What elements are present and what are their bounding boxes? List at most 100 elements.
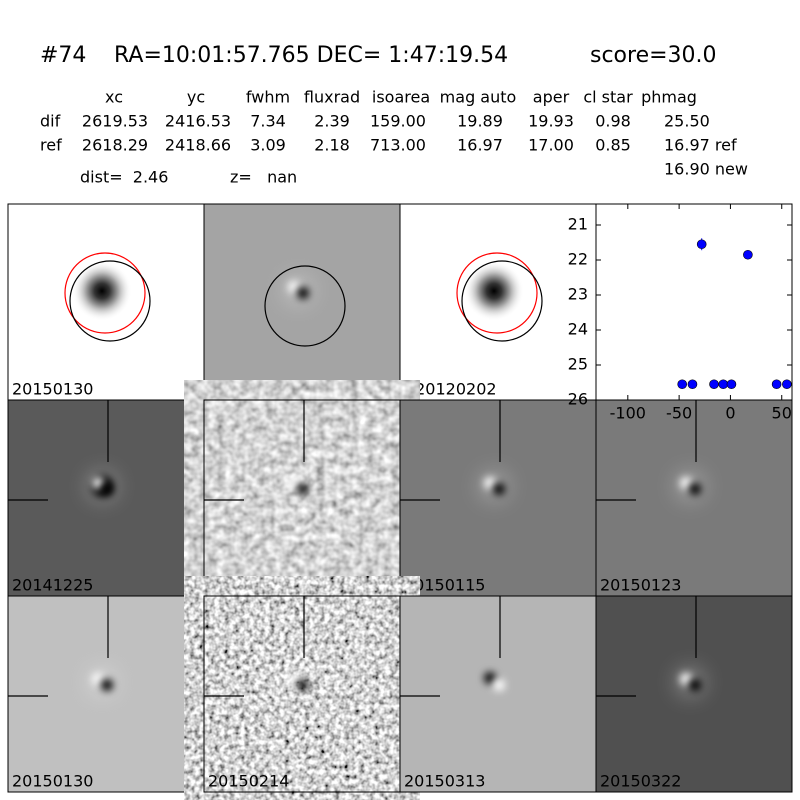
- data-point: [743, 249, 753, 260]
- cell: 2416.53: [165, 112, 231, 131]
- image-panel: 20150130: [7, 595, 205, 793]
- column-header: fwhm: [246, 88, 290, 107]
- panel-label: 20141225: [12, 576, 93, 595]
- cell: 19.93: [528, 112, 574, 131]
- image-panel: 20150115: [399, 399, 597, 597]
- cell: 16.97 ref: [664, 136, 737, 155]
- object-id: #74: [40, 43, 86, 68]
- panel-label: 20150130: [12, 772, 93, 791]
- residual-pos: [288, 673, 300, 685]
- cell: 3.09: [250, 136, 286, 155]
- x-tick-label: 0: [725, 404, 735, 423]
- image-panel: -20120202: [203, 203, 401, 401]
- residual-neg: [297, 679, 309, 691]
- cell: 2618.29: [82, 136, 148, 155]
- cell: 2418.66: [165, 136, 231, 155]
- row-name: ref: [40, 136, 62, 155]
- image-panel: 20150103: [203, 399, 401, 597]
- residual-pos: [288, 477, 300, 489]
- residual-neg: [689, 483, 701, 495]
- data-point: [782, 379, 792, 390]
- aperture: [264, 265, 346, 347]
- panel-label: 20150123: [600, 576, 681, 595]
- cell: 2.39: [314, 112, 350, 131]
- cell: 7.34: [250, 112, 286, 131]
- panel-label: -20120202: [208, 380, 295, 399]
- data-point: [726, 379, 737, 390]
- cell: 0.85: [595, 136, 631, 155]
- image-panel: 20141225: [7, 399, 205, 597]
- source: [72, 261, 132, 321]
- source: [464, 261, 524, 321]
- residual-neg: [297, 287, 309, 299]
- residual-neg: [493, 483, 505, 495]
- panel-label: 20150115: [404, 576, 485, 595]
- residual-neg: [689, 679, 701, 691]
- data-point: [718, 379, 729, 390]
- residual-pos: [92, 673, 104, 685]
- image-panel: 20150322: [595, 595, 793, 793]
- panel-label: 20150214: [208, 772, 289, 791]
- score: score=30.0: [590, 43, 717, 68]
- x-tick-label: -50: [666, 404, 692, 423]
- image-panel: 20150214: [203, 595, 401, 793]
- column-header: fluxrad: [304, 88, 360, 107]
- image-background: [400, 596, 596, 792]
- cell: 17.00: [528, 136, 574, 155]
- panel-label: 20150130: [12, 380, 93, 399]
- plot-background: [595, 203, 793, 401]
- ref-aperture: [456, 252, 538, 334]
- cell: 2619.53: [82, 112, 148, 131]
- residual-pos: [484, 477, 496, 489]
- residual-pos: [680, 673, 692, 685]
- row-name: dif: [40, 112, 61, 131]
- residual-neg: [101, 483, 113, 495]
- cell: 2.18: [314, 136, 350, 155]
- image-panel: 20150130: [7, 203, 205, 401]
- aperture: [461, 260, 543, 342]
- cell: 16.90 new: [664, 160, 748, 179]
- x-tick-label: 50: [772, 404, 792, 423]
- panel-label: 20150103: [208, 576, 289, 595]
- panel-label: 20150322: [600, 772, 681, 791]
- residual-pos: [493, 679, 505, 691]
- aperture: [69, 260, 151, 342]
- y-tick-label: 22: [568, 250, 588, 269]
- cell: 25.50: [664, 112, 710, 131]
- panel-frame: [595, 595, 793, 793]
- ref-aperture: [64, 252, 146, 334]
- cell: 713.00: [370, 136, 426, 155]
- residual-neg: [484, 672, 496, 684]
- panel-label: R20120202: [404, 380, 497, 399]
- data-point: [677, 379, 687, 390]
- redshift: z= nan: [230, 168, 297, 187]
- residual-pos: [680, 477, 692, 489]
- column-header: xc: [105, 88, 123, 107]
- y-tick-label: 24: [568, 320, 588, 339]
- data-point: [696, 239, 707, 250]
- panel-label: 20150313: [404, 772, 485, 791]
- dist: dist= 2.46: [80, 168, 168, 187]
- residual-pos: [92, 477, 104, 489]
- image-panel: 20150313: [399, 595, 597, 793]
- cell: 0.98: [595, 112, 631, 131]
- data-point: [687, 379, 698, 390]
- residual-neg: [297, 483, 309, 495]
- y-tick-label: 21: [568, 215, 588, 234]
- cell: 19.89: [457, 112, 503, 131]
- y-tick-label: 25: [568, 355, 588, 374]
- residual-pos: [288, 281, 300, 293]
- data-point: [771, 379, 782, 390]
- column-header: cl star: [583, 88, 633, 107]
- coordinates: RA=10:01:57.765 DEC= 1:47:19.54: [114, 43, 508, 68]
- column-header: phmag: [641, 88, 697, 107]
- residual-neg: [101, 679, 113, 691]
- y-tick-label: 23: [568, 285, 588, 304]
- column-header: isoarea: [372, 88, 430, 107]
- data-point: [709, 379, 719, 390]
- x-tick-label: -100: [610, 404, 646, 423]
- image-panel: R20120202: [399, 203, 597, 401]
- cell: 159.00: [370, 112, 426, 131]
- column-header: aper: [533, 88, 570, 107]
